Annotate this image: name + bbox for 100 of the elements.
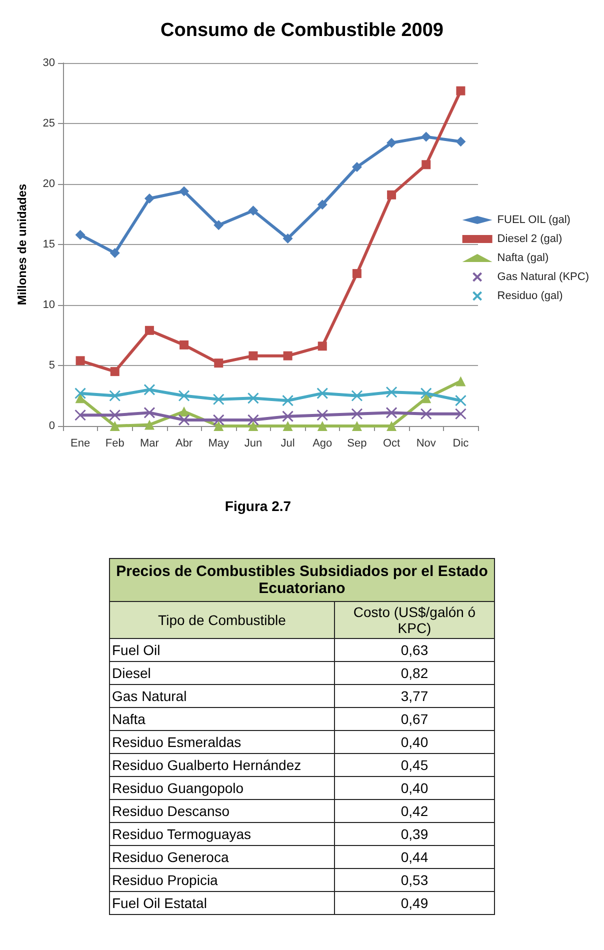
text: 0,67 — [400, 711, 428, 727]
point — [317, 200, 328, 210]
y-tick-label: 5 — [48, 360, 55, 372]
point — [110, 248, 120, 258]
point — [422, 160, 431, 170]
category-label: Fuel Oil Estatal — [110, 892, 334, 914]
point — [212, 414, 224, 426]
x-tick-label: Dic — [452, 438, 470, 450]
text: 0,40 — [400, 734, 428, 750]
point — [386, 138, 397, 148]
category-label: Residuo Termoguayas — [110, 822, 334, 846]
text: 3,77 — [400, 688, 428, 704]
point — [75, 393, 86, 404]
text: 0,39 — [400, 826, 428, 842]
point — [75, 230, 86, 240]
point — [420, 388, 432, 400]
point — [247, 414, 259, 426]
text: Precios de Combustibles Subsidiados por el Estado Ecuatoriano — [110, 558, 494, 602]
point — [352, 162, 362, 172]
category-label: Residuo Propicia — [110, 868, 334, 892]
point — [316, 388, 328, 400]
point — [316, 409, 328, 421]
point — [386, 406, 398, 418]
x-tick-label: Nov — [416, 438, 436, 450]
point — [456, 86, 466, 96]
x-tick-label: Sep — [347, 438, 367, 450]
x-tick-label: Oct — [382, 438, 400, 450]
point — [317, 421, 328, 431]
point — [454, 408, 466, 420]
x-tick-label: Feb — [105, 438, 124, 450]
point — [386, 421, 397, 431]
point — [74, 409, 86, 421]
legend-label: Residuo (gal) — [497, 290, 563, 302]
point — [387, 190, 396, 200]
point — [282, 394, 294, 406]
point — [110, 367, 120, 376]
point — [248, 421, 258, 431]
y-tick-label: 20 — [42, 178, 55, 190]
point — [178, 414, 190, 426]
y-tick-label: 25 — [42, 118, 55, 130]
point — [214, 358, 224, 368]
legend-label: Nafta (gal) — [497, 252, 549, 264]
point — [76, 356, 85, 366]
point — [352, 269, 362, 278]
point — [421, 393, 432, 404]
text: Tipo de Combustible — [110, 602, 334, 638]
y-tick-label: 30 — [42, 57, 55, 69]
point — [248, 206, 258, 216]
point — [456, 376, 466, 386]
point — [110, 421, 120, 431]
legend-label: Gas Natural (KPC) — [497, 271, 590, 283]
text: 0,63 — [400, 642, 428, 658]
point — [180, 340, 189, 350]
text: 0,53 — [400, 872, 428, 888]
point — [352, 421, 362, 431]
point — [282, 233, 293, 244]
point — [386, 386, 398, 398]
point — [144, 384, 156, 396]
legend-label: Diesel 2 (gal) — [497, 233, 562, 245]
text: 0,42 — [400, 803, 428, 819]
x-tick-label: Jul — [280, 438, 295, 450]
point — [283, 351, 292, 360]
text: 0,44 — [400, 849, 428, 865]
chart-title: Consumo de Combustible 2009 — [160, 20, 444, 41]
point — [282, 421, 293, 431]
point — [144, 326, 154, 335]
x-tick-label: Ago — [312, 438, 332, 450]
point — [248, 351, 258, 360]
point — [456, 136, 466, 147]
y-tick-label: 15 — [42, 238, 55, 250]
point — [282, 410, 294, 422]
y-tick-label: 0 — [48, 420, 55, 432]
category-label: Residuo Esmeraldas — [110, 730, 334, 754]
point — [420, 408, 432, 420]
point — [454, 394, 466, 406]
y-axis-title: Millones de unidades — [15, 184, 29, 306]
point — [144, 420, 154, 430]
x-tick-label: Ene — [70, 438, 90, 450]
x-tick-label: Jun — [244, 438, 262, 450]
point — [109, 409, 121, 421]
category-label: Residuo Gualberto Hernández — [110, 754, 334, 776]
x-tick-label: May — [208, 438, 230, 450]
point — [214, 220, 224, 230]
category-label: Residuo Descanso — [110, 800, 334, 822]
point — [179, 186, 190, 196]
text: 0,82 — [400, 665, 428, 681]
point — [212, 394, 224, 406]
point — [421, 132, 432, 142]
legend-label: FUEL OIL (gal) — [497, 214, 570, 226]
point — [351, 390, 363, 402]
text: Costo (US$/galón ó KPC) — [334, 602, 494, 638]
point — [74, 388, 86, 400]
x-tick-label: Abr — [175, 438, 193, 450]
category-label: Residuo Generoca — [110, 846, 334, 868]
text: Figura 2.7 — [224, 498, 292, 514]
point — [178, 390, 190, 402]
category-label: Gas Natural — [110, 684, 334, 708]
point — [144, 406, 156, 418]
category-label: Diesel — [110, 662, 334, 684]
text: 0,40 — [400, 780, 428, 796]
